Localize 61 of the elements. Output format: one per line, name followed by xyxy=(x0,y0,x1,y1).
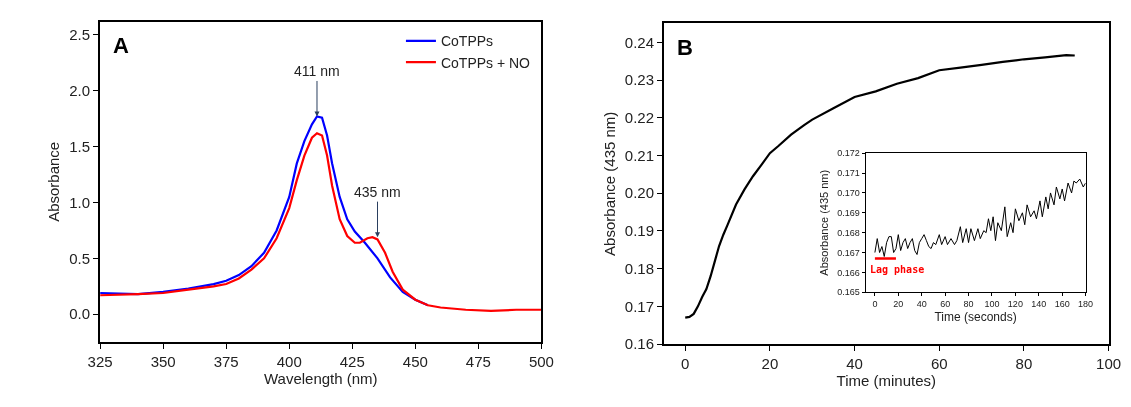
x-tick-label: 0 xyxy=(681,355,690,373)
y-tick-label: 0.172 xyxy=(837,148,860,159)
x-axis-title: Wavelength (nm) xyxy=(263,370,378,388)
y-tick-label: 0.5 xyxy=(69,249,91,267)
y-tick-label: 0.170 xyxy=(837,188,860,199)
x-tick-label: 100 xyxy=(1096,355,1122,373)
x-tick-label: 450 xyxy=(402,353,428,371)
y-tick-label: 0.0 xyxy=(69,305,91,323)
legend-label: CoTPPs xyxy=(440,33,494,50)
y-tick-label: 0.17 xyxy=(624,297,655,315)
x-tick-label: 20 xyxy=(761,355,779,373)
y-axis-title: Absorbance (435 nm) xyxy=(817,169,830,276)
x-tick-label: 375 xyxy=(213,353,239,371)
x-tick-label: 160 xyxy=(1054,299,1070,310)
text: B xyxy=(677,35,693,60)
y-tick-label: 0.18 xyxy=(624,259,655,277)
x-tick-label: 40 xyxy=(916,299,927,310)
x-tick-label: 350 xyxy=(150,353,176,371)
y-tick-label: 1.5 xyxy=(69,137,91,155)
y-tick-label: 0.16 xyxy=(624,335,655,353)
legend-label: CoTPPs + NO xyxy=(440,54,531,71)
x-tick-label: 20 xyxy=(893,299,904,310)
text: A xyxy=(113,33,129,58)
y-tick-label: 0.168 xyxy=(837,227,860,238)
x-tick-label: 60 xyxy=(940,299,951,310)
x-axis-title: Time (minutes) xyxy=(836,372,937,390)
x-tick-label: 40 xyxy=(846,355,863,373)
line-series xyxy=(100,132,542,312)
y-tick-label: 0.169 xyxy=(837,207,860,218)
x-tick-label: 500 xyxy=(528,353,554,371)
series-label: Lag phase xyxy=(870,264,925,275)
x-tick-label: 0 xyxy=(872,299,878,310)
y-tick-label: 0.171 xyxy=(837,168,860,179)
y-tick-label: 0.166 xyxy=(837,267,860,278)
y-tick-label: 2.0 xyxy=(69,82,91,100)
y-tick-label: 0.165 xyxy=(837,287,860,298)
y-tick-label: 0.24 xyxy=(624,33,655,51)
y-tick-label: 0.23 xyxy=(624,71,655,89)
x-tick-label: 80 xyxy=(1015,355,1033,373)
annotation: 435 nm xyxy=(354,184,401,200)
y-tick-label: 2.5 xyxy=(69,26,91,44)
x-tick-label: 400 xyxy=(276,353,302,371)
y-axis-title: Absorbance (435 nm) xyxy=(600,111,618,256)
y-tick-label: 0.20 xyxy=(624,184,655,202)
annotation: 411 nm xyxy=(294,63,340,79)
x-tick-label: 425 xyxy=(339,353,365,371)
x-tick-label: 180 xyxy=(1078,299,1094,310)
x-tick-label: 60 xyxy=(930,355,948,373)
y-tick-label: 1.0 xyxy=(69,193,91,211)
x-tick-label: 80 xyxy=(963,299,974,310)
x-tick-label: 475 xyxy=(465,353,491,371)
x-tick-label: 100 xyxy=(984,299,1000,310)
x-axis-title: Time (seconds) xyxy=(934,309,1017,324)
x-tick-label: 140 xyxy=(1031,299,1047,310)
x-tick-label: 120 xyxy=(1007,299,1023,310)
y-tick-label: 0.167 xyxy=(837,247,860,258)
x-tick-label: 325 xyxy=(87,353,113,371)
y-axis-title: Absorbance xyxy=(45,141,63,222)
y-tick-label: 0.21 xyxy=(624,146,655,164)
y-tick-label: 0.19 xyxy=(624,222,655,240)
y-tick-label: 0.22 xyxy=(624,109,655,126)
